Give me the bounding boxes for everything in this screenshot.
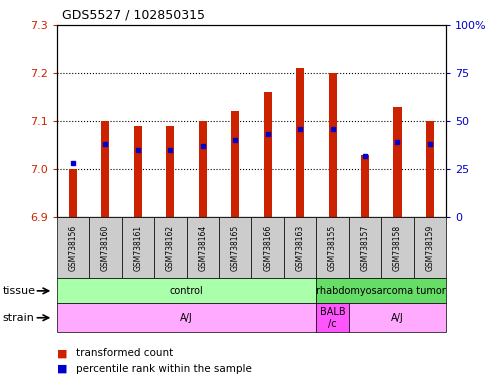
Bar	[69, 169, 77, 217]
Text: strain: strain	[2, 313, 35, 323]
Text: A/J: A/J	[391, 313, 404, 323]
Text: transformed count: transformed count	[76, 348, 174, 358]
Bar	[264, 92, 272, 217]
Text: GSM738157: GSM738157	[360, 225, 370, 271]
Bar	[134, 126, 142, 217]
Bar	[328, 73, 337, 217]
Bar	[199, 121, 207, 217]
Text: BALB
/c: BALB /c	[320, 307, 346, 329]
Text: GSM738156: GSM738156	[69, 225, 77, 271]
Text: A/J: A/J	[180, 313, 193, 323]
Bar	[426, 121, 434, 217]
Bar	[296, 68, 304, 217]
Text: GSM738165: GSM738165	[231, 225, 240, 271]
Text: tissue: tissue	[2, 286, 35, 296]
Bar	[102, 121, 109, 217]
Text: GSM738161: GSM738161	[133, 225, 142, 271]
Bar	[393, 106, 401, 217]
Text: GSM738163: GSM738163	[296, 225, 305, 271]
Text: GSM738160: GSM738160	[101, 225, 110, 271]
Text: ■: ■	[57, 348, 67, 358]
Text: GDS5527 / 102850315: GDS5527 / 102850315	[62, 8, 205, 21]
Text: GSM738166: GSM738166	[263, 225, 272, 271]
Bar	[166, 126, 175, 217]
Text: GSM738158: GSM738158	[393, 225, 402, 271]
Text: GSM738164: GSM738164	[198, 225, 207, 271]
Text: control: control	[170, 286, 204, 296]
Text: GSM738155: GSM738155	[328, 225, 337, 271]
Bar	[361, 154, 369, 217]
Bar	[231, 111, 239, 217]
Text: GSM738159: GSM738159	[425, 225, 434, 271]
Text: ■: ■	[57, 364, 67, 374]
Text: percentile rank within the sample: percentile rank within the sample	[76, 364, 252, 374]
Text: GSM738162: GSM738162	[166, 225, 175, 271]
Text: rhabdomyosarcoma tumor: rhabdomyosarcoma tumor	[317, 286, 446, 296]
